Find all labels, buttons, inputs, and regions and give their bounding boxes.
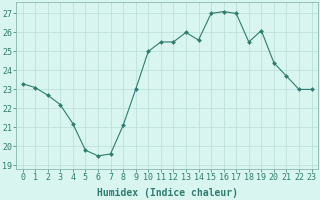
- X-axis label: Humidex (Indice chaleur): Humidex (Indice chaleur): [97, 188, 237, 198]
